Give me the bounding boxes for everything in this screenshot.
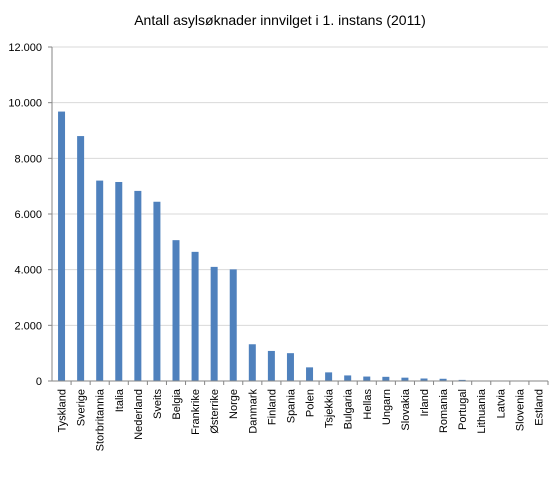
bar — [248, 344, 256, 381]
bar — [458, 379, 466, 381]
axes — [48, 46, 549, 385]
bar — [382, 376, 390, 381]
y-tick-label: 10.000 — [8, 98, 42, 110]
y-tick-label: 8.000 — [14, 153, 42, 165]
x-tick-label: Slovakia — [400, 388, 412, 430]
bar — [344, 375, 352, 381]
bar — [134, 190, 142, 381]
gridlines — [52, 46, 548, 326]
x-tick-label: Danmark — [247, 389, 259, 434]
x-tick-label: Tyskland — [57, 389, 69, 432]
bar — [363, 376, 371, 381]
x-tick-label: Bulgaria — [343, 388, 355, 429]
x-tick-label: Slovenia — [514, 388, 526, 431]
x-tick-label: Hellas — [362, 389, 374, 420]
x-tick-label: Italia — [114, 388, 126, 412]
x-tick-label: Sveits — [152, 389, 164, 419]
x-tick-label: Portugal — [457, 389, 469, 430]
x-tick-label: Irland — [419, 389, 431, 417]
bar — [286, 353, 294, 381]
bar — [325, 372, 333, 381]
bar — [439, 378, 447, 381]
x-tick-label: Norge — [228, 389, 240, 419]
x-tick-label: Polen — [305, 389, 317, 417]
x-tick-label: Latvia — [495, 388, 507, 418]
y-tick-label: 4.000 — [14, 265, 42, 277]
x-tick-label: Lithuania — [476, 388, 488, 434]
x-tick-label: Ungarn — [381, 389, 393, 425]
chart-title: Antall asylsøknader innvilget i 1. insta… — [134, 12, 426, 28]
bar — [420, 378, 428, 381]
y-axis-ticks: 0 2.000 4.000 6.000 8.000 10.000 12.000 — [8, 42, 42, 388]
bar — [77, 136, 85, 381]
y-tick-label: 6.000 — [14, 209, 42, 221]
x-tick-label: Storbritannia — [95, 388, 107, 451]
y-tick-label: 12.000 — [8, 42, 42, 54]
bar — [172, 240, 180, 381]
bar — [210, 266, 218, 381]
x-tick-label: Romania — [438, 388, 450, 433]
bar — [229, 269, 237, 381]
x-tick-label: Østerrike — [209, 389, 221, 434]
y-tick-label: 0 — [36, 376, 42, 388]
y-tick-label: 2.000 — [14, 320, 42, 332]
bar — [191, 251, 199, 381]
x-tick-label: Nederland — [133, 389, 145, 440]
x-tick-label: Estland — [533, 389, 545, 426]
bar — [58, 111, 66, 381]
bar-series — [58, 111, 542, 381]
x-axis-ticks: Tyskland Sverige Storbritannia Italia Nederl… — [57, 388, 546, 451]
x-tick-label: Belgia — [171, 388, 183, 419]
x-tick-label: Frankrike — [190, 389, 202, 435]
bar — [401, 377, 409, 381]
bar — [153, 201, 161, 381]
x-tick-label: Spania — [285, 388, 297, 423]
bar — [96, 180, 104, 381]
bar — [115, 181, 123, 381]
bar — [267, 350, 275, 381]
x-tick-label: Finland — [266, 389, 278, 425]
x-tick-label: Tsjekkia — [324, 388, 336, 428]
bar — [306, 367, 314, 381]
x-tick-label: Sverige — [76, 389, 88, 426]
